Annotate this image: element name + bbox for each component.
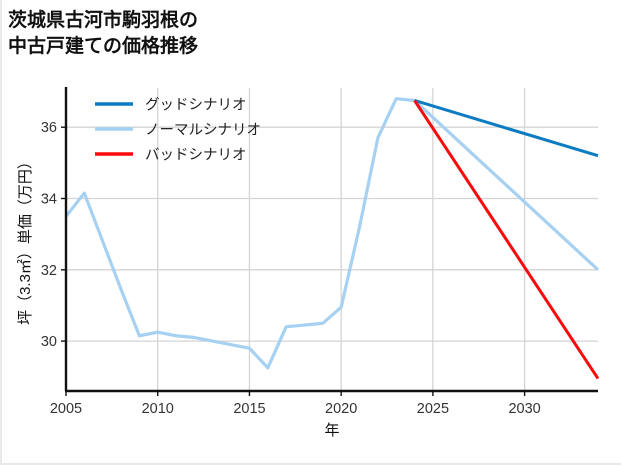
x-tick-label: 2020 [325,401,357,417]
x-axis-title: 年 [324,422,339,439]
x-tick-labels: 2005 2010 2015 2020 2025 2030 [50,401,541,417]
x-tick-label: 2010 [142,401,174,417]
y-tick-label: 36 [41,120,57,136]
chart-title-line-1: 茨城県古河市駒羽根の [8,10,199,31]
gridlines [66,126,598,342]
x-gridlines [157,88,526,391]
series-line-good [414,99,599,158]
series-line-bad [413,99,600,380]
axes [61,87,598,396]
chart-title-line-2: 中古戸建ての価格推移 [8,36,199,58]
series-lines [64,97,600,380]
series-line-normal [64,97,600,370]
legend-label-normal: ノーマルシナリオ [145,123,261,139]
y-tick-label: 30 [41,334,57,350]
chart-title: 茨城県古河市駒羽根の 中古戸建ての価格推移 [8,8,508,60]
x-tick-label: 2025 [417,401,449,417]
x-tick-label: 2015 [233,401,265,417]
y-tick-label: 34 [41,192,57,208]
legend-label-good: グッドシナリオ [145,97,247,114]
y-tick-labels: 30 32 34 36 [41,120,57,350]
legend-label-bad: バッドシナリオ [145,148,247,164]
y-tick-label: 32 [41,263,57,279]
x-tick-label: 2030 [508,401,540,417]
y-axis-title: 坪（3.3㎡）単価（万円） [17,154,34,325]
x-tick-label: 2005 [50,401,82,417]
